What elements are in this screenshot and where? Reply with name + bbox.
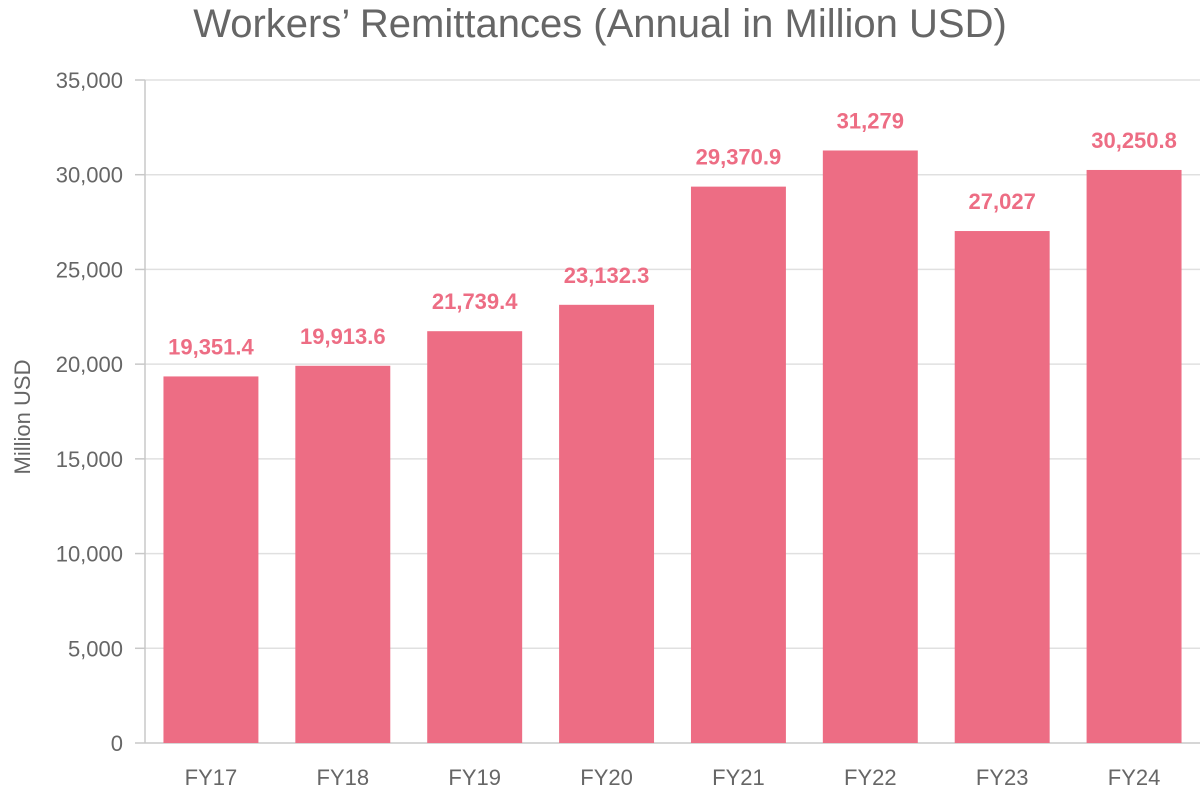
y-tick-label: 15,000 <box>56 447 123 472</box>
data-label-fy24: 30,250.8 <box>1091 128 1177 153</box>
x-tick-label: FY23 <box>976 765 1029 790</box>
data-label-fy23: 27,027 <box>969 189 1036 214</box>
x-tick-label: FY24 <box>1108 765 1161 790</box>
bar-fy21[interactable] <box>690 186 786 744</box>
y-tick-label: 25,000 <box>56 257 123 282</box>
data-label-fy21: 29,370.9 <box>696 145 782 170</box>
data-label-fy18: 19,913.6 <box>300 324 386 349</box>
y-tick-label: 35,000 <box>56 68 123 93</box>
bar-fy20[interactable] <box>559 304 655 743</box>
y-tick-label: 0 <box>111 731 123 756</box>
bar-fy17[interactable] <box>163 376 259 743</box>
x-tick-label: FY17 <box>185 765 238 790</box>
x-tick-label: FY18 <box>317 765 370 790</box>
y-axis-title: Million USD <box>10 360 35 475</box>
bars <box>163 150 1182 744</box>
y-tick-label: 10,000 <box>56 542 123 567</box>
x-tick-label: FY20 <box>580 765 633 790</box>
bar-fy18[interactable] <box>295 365 391 743</box>
bar-fy22[interactable] <box>822 150 918 743</box>
y-tick-label: 5,000 <box>68 636 123 661</box>
bar-fy24[interactable] <box>1086 169 1182 743</box>
data-label-fy17: 19,351.4 <box>168 334 254 359</box>
bar-fy23[interactable] <box>954 231 1050 743</box>
data-labels: 19,351.4 19,913.6 21,739.4 23,132.3 29,370.9… <box>168 108 1177 359</box>
x-tick-labels: FY17 FY18 FY19 FY20 FY21 FY22 FY23 FY24 <box>185 765 1161 790</box>
y-tick-label: 30,000 <box>56 163 123 188</box>
y-tick-labels: 0 5,000 10,000 15,000 20,000 25,000 30,000 35,0… <box>56 68 123 756</box>
chart-title: Workers’ Remittances (Annual in Million … <box>193 2 1007 46</box>
data-label-fy20: 23,132.3 <box>564 263 650 288</box>
data-label-fy19: 21,739.4 <box>432 289 518 314</box>
bar-fy19[interactable] <box>427 331 523 743</box>
x-tick-label: FY22 <box>844 765 897 790</box>
y-tick-label: 20,000 <box>56 352 123 377</box>
x-tick-label: FY21 <box>712 765 765 790</box>
x-tick-label: FY19 <box>448 765 501 790</box>
data-label-fy22: 31,279 <box>837 108 904 133</box>
